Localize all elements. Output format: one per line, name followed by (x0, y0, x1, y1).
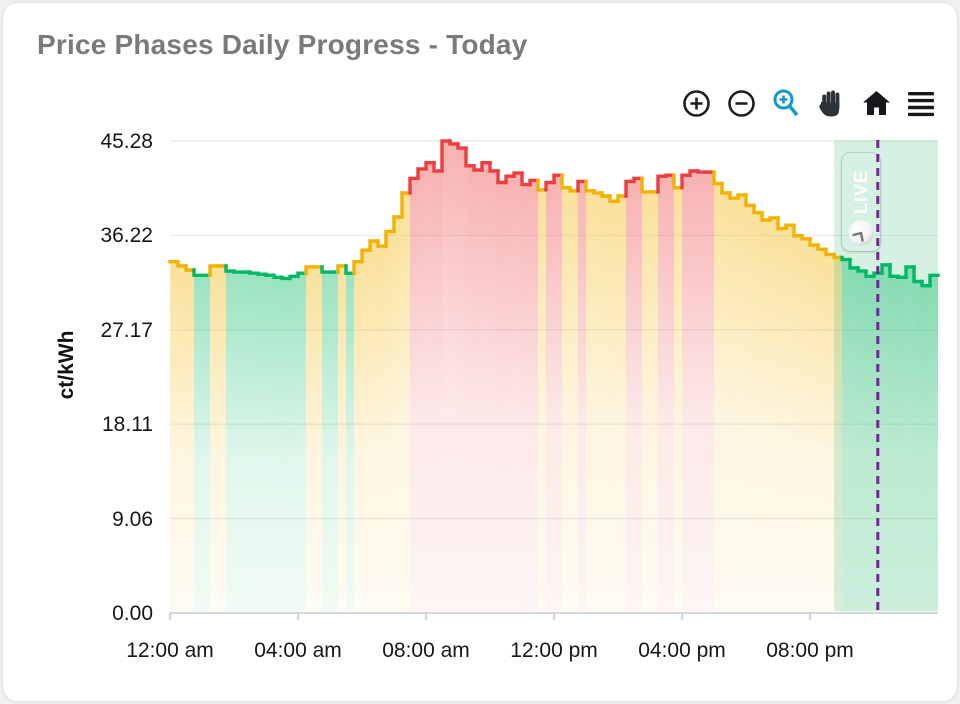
y-tick-label: 27.17 (100, 318, 153, 342)
live-badge-label: LIVE (850, 170, 871, 215)
x-tick-label: 04:00 am (254, 639, 342, 662)
x-tick-label: 08:00 pm (766, 639, 854, 662)
x-tick-label: 08:00 am (382, 639, 470, 662)
x-tick-label: 12:00 am (126, 639, 214, 662)
y-tick-label: 0.00 (112, 602, 153, 625)
x-tick-label: 04:00 pm (638, 639, 726, 662)
chart-toolbar (680, 87, 937, 119)
live-badge: LIVE (842, 153, 880, 251)
y-tick-label: 18.11 (102, 413, 153, 437)
pan-hand-icon[interactable] (815, 87, 847, 119)
box-zoom-icon[interactable] (770, 87, 802, 119)
y-axis-title: ct/kWh (55, 330, 78, 400)
clock-icon (847, 219, 875, 252)
price-phase-step-chart[interactable] (3, 3, 957, 701)
x-tick-label: 12:00 pm (510, 639, 598, 662)
y-tick-label: 9.06 (112, 507, 153, 531)
home-icon[interactable] (860, 87, 892, 119)
menu-icon[interactable] (905, 87, 937, 119)
page-title: Price Phases Daily Progress - Today (37, 29, 528, 60)
zoom-out-icon[interactable] (725, 87, 757, 119)
y-tick-label: 45.28 (100, 130, 153, 153)
y-tick-label: 36.22 (100, 224, 153, 248)
zoom-in-icon[interactable] (680, 87, 712, 119)
